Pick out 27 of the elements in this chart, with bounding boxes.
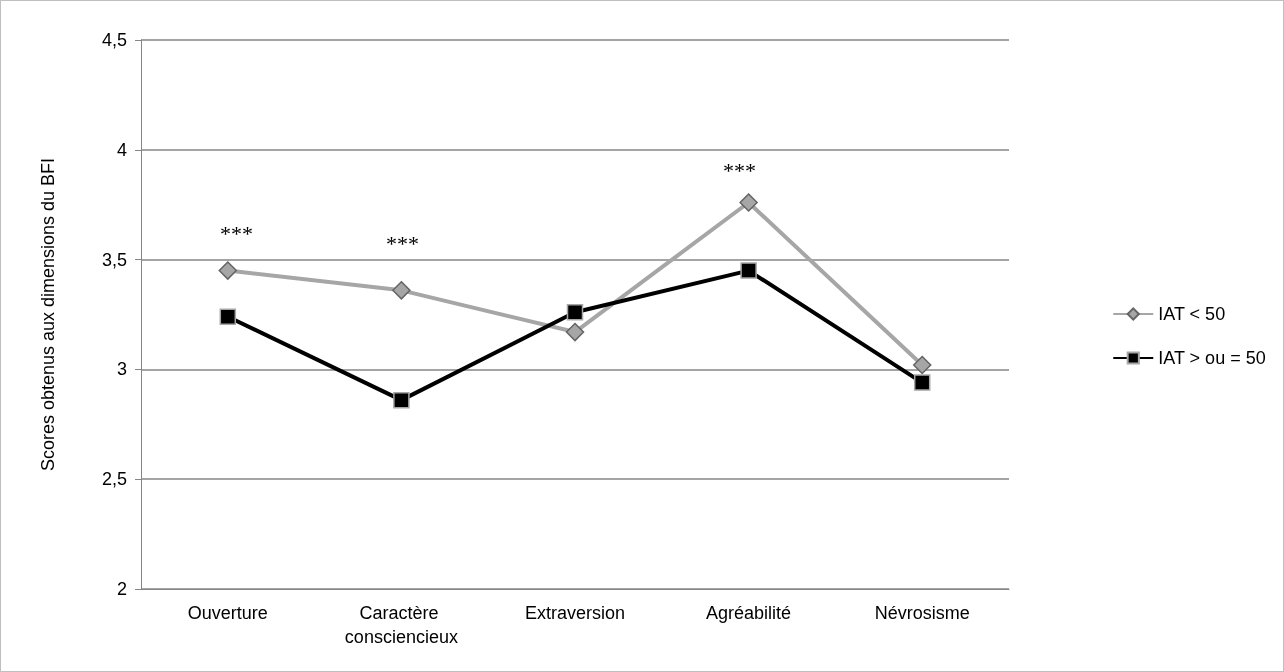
point — [393, 391, 410, 409]
y-tick-label: 4,5 — [101, 30, 127, 50]
y-tick-label: 2 — [116, 579, 127, 599]
point — [740, 262, 757, 279]
annotation: *** — [386, 230, 419, 256]
x-tick-label: Agréabilité — [706, 603, 792, 623]
y-tick-label: 3,5 — [101, 249, 127, 270]
point — [566, 304, 584, 321]
annotation: *** — [723, 157, 756, 183]
legend-label: IAT < 50 — [1158, 304, 1226, 324]
point — [218, 261, 238, 280]
x-tick-label: Caractère consciencieux — [344, 603, 458, 647]
x-tick-label: Ouverture — [187, 603, 268, 623]
annotation: *** — [220, 220, 253, 246]
x-tick-label: Névrosisme — [874, 603, 970, 623]
point — [912, 355, 932, 375]
y-tick-label: 2,5 — [101, 469, 127, 490]
y-tick-label: 4 — [116, 139, 127, 160]
point — [739, 193, 758, 212]
x-tick-label: Extraversion — [524, 603, 626, 623]
point — [913, 374, 931, 391]
legend-label: IAT > ou = 50 — [1158, 348, 1266, 368]
point — [392, 281, 411, 300]
y-axis-title: Scores obtenus aux dimensions du BFI — [38, 157, 58, 472]
y-tick-label: 3 — [116, 359, 127, 380]
point — [565, 322, 585, 342]
point — [219, 308, 237, 325]
